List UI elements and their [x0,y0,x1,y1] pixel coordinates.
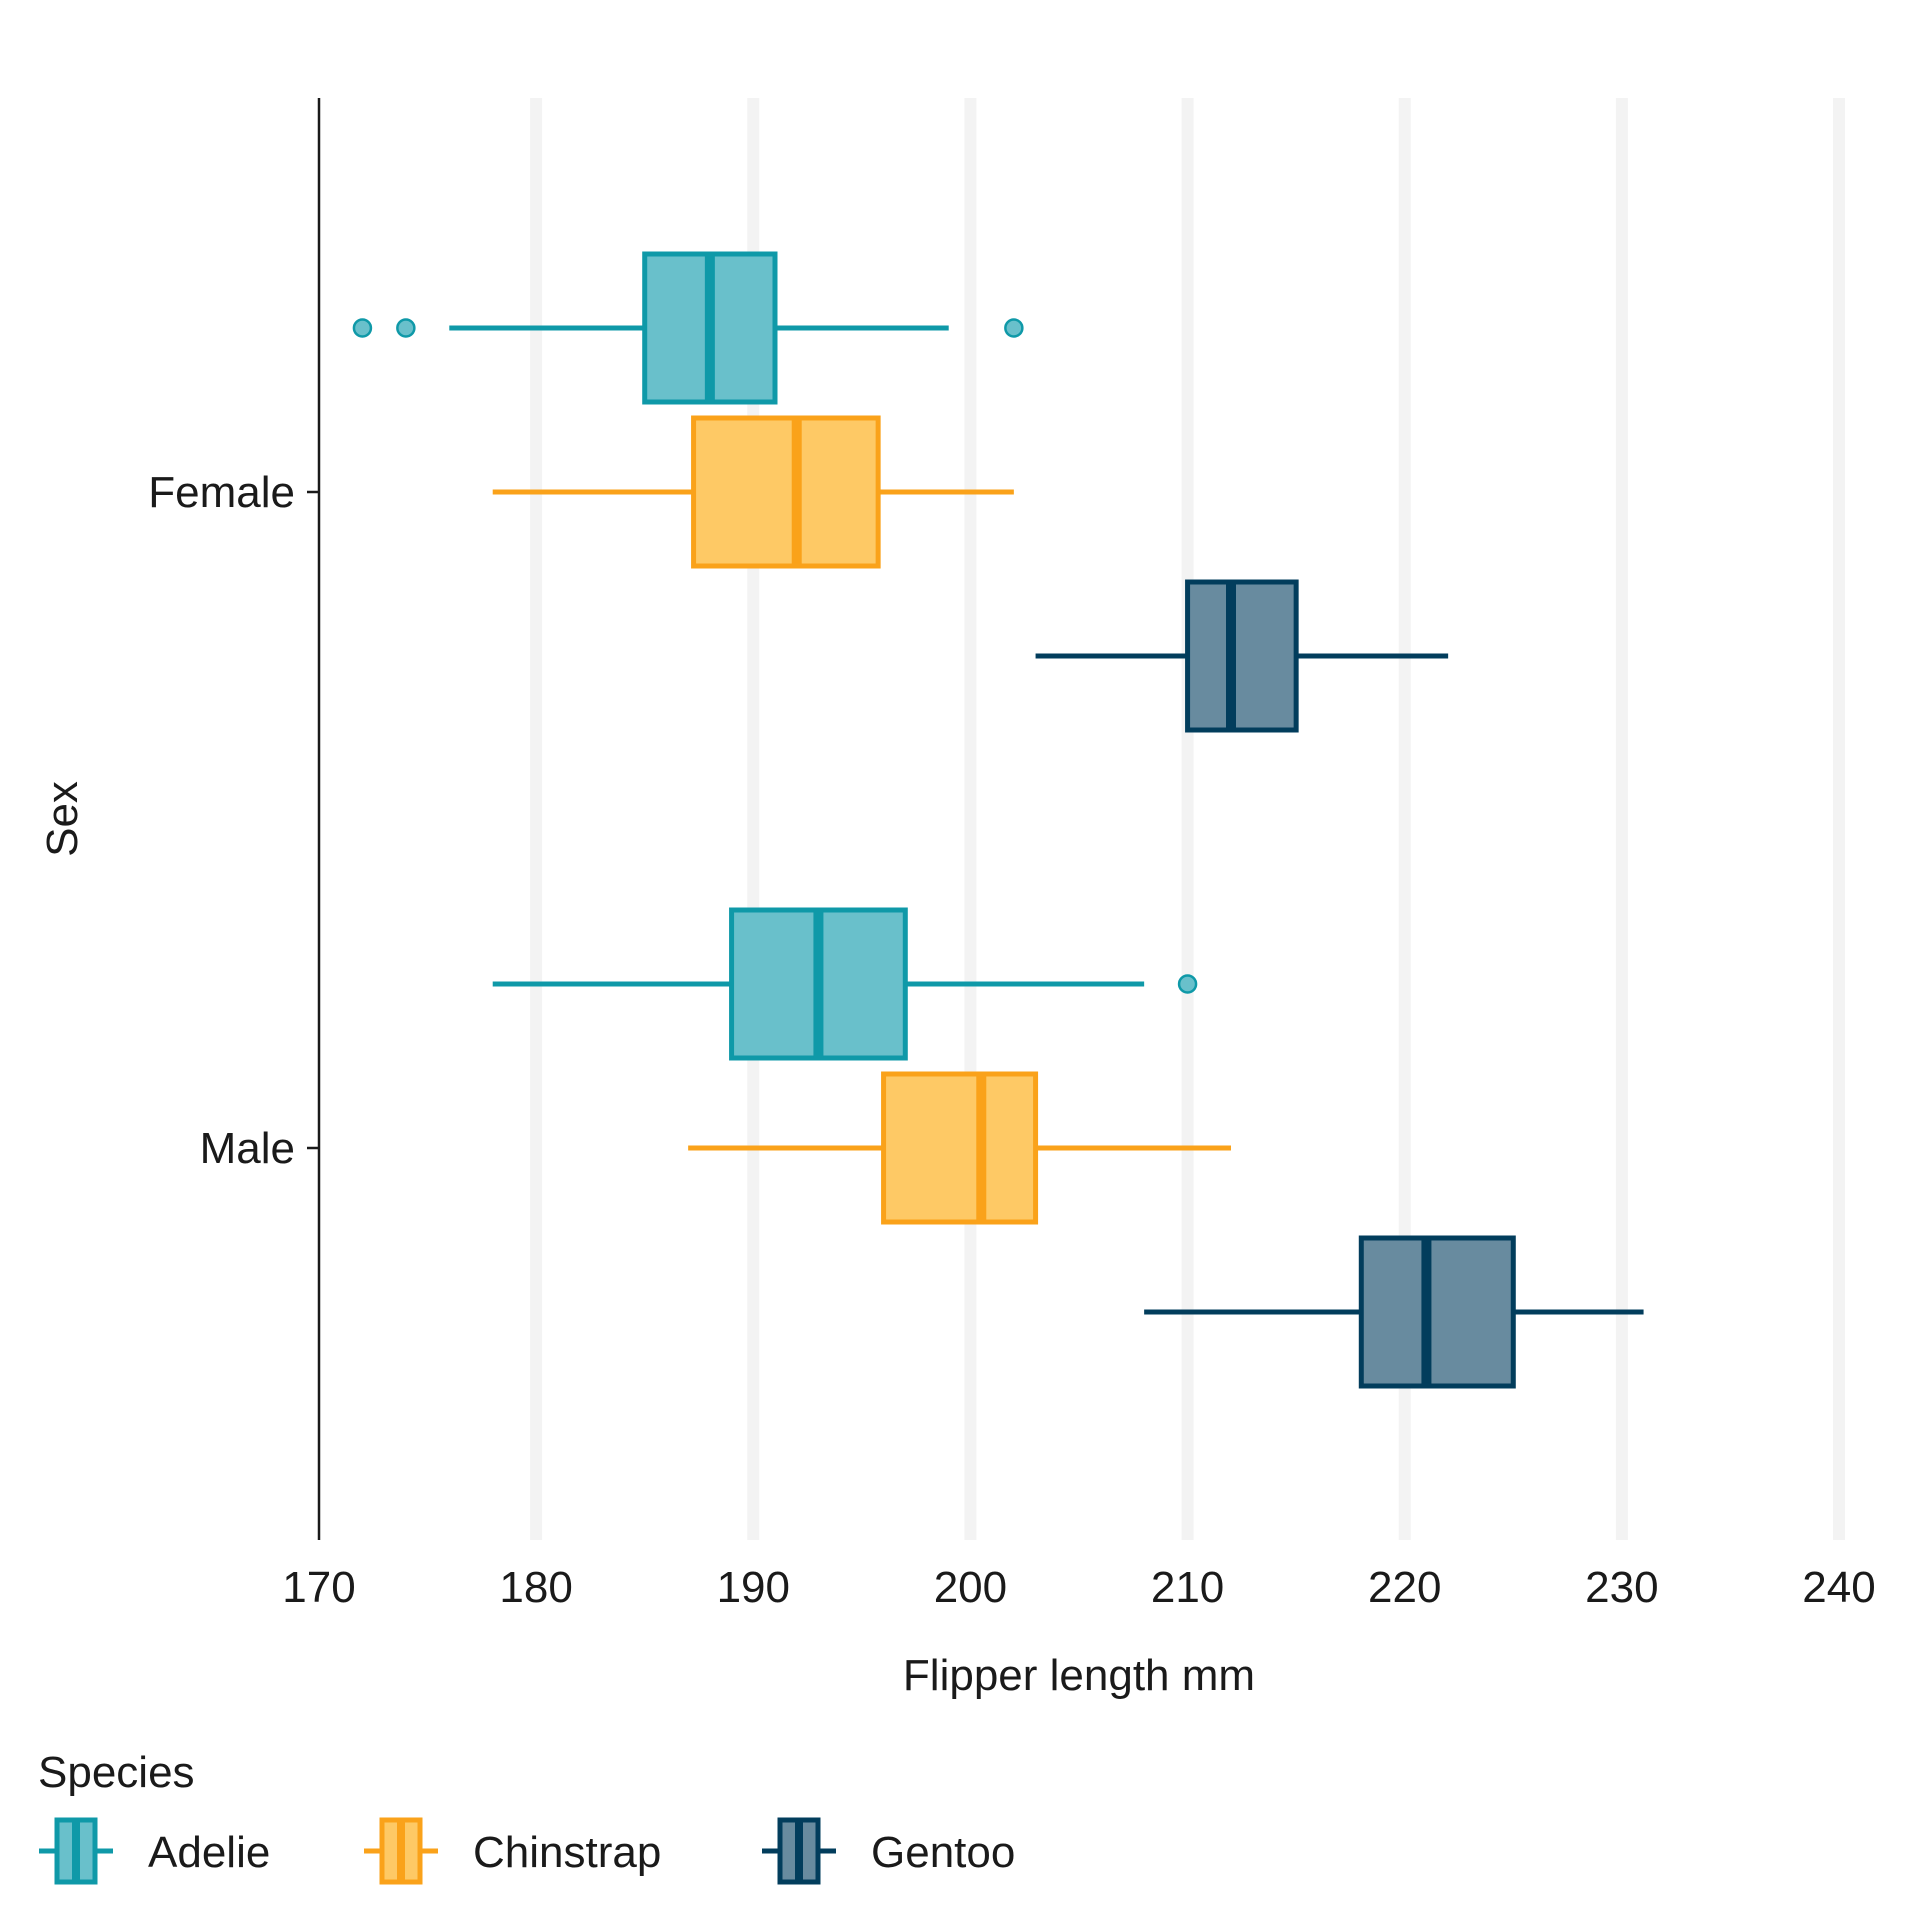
legend-label: Adelie [148,1828,270,1877]
outlier-point [1004,318,1024,338]
box-gentoo-female [1035,579,1449,733]
box-iqr [1358,1235,1516,1389]
y-tick-label: Female [148,468,295,517]
legend-key [39,1817,113,1885]
y-axis-title: Sex [38,781,87,857]
box-iqr [1185,579,1299,733]
legend-key [762,1817,836,1885]
y-tick-layer: Female Male [148,468,319,1173]
legend-label: Gentoo [871,1828,1015,1877]
legend-title: Species [38,1748,195,1797]
x-tick-label: 220 [1368,1563,1441,1612]
box-gentoo-male [1144,1235,1644,1389]
outlier-point [352,318,373,338]
legend-item-gentoo: Gentoo [762,1817,1015,1885]
box-iqr [881,1071,1039,1225]
outlier-point [1177,974,1198,994]
box-chinstrap-female [492,415,1014,569]
x-tick-label: 210 [1151,1563,1224,1612]
x-tick-label: 170 [282,1563,355,1612]
x-tick-label: 240 [1802,1563,1875,1612]
box-chinstrap-male [688,1071,1231,1225]
legend-item-chinstrap: Chinstrap [364,1817,661,1885]
legend-label: Chinstrap [473,1828,661,1877]
box-adelie-male [492,907,1198,1061]
box-layer [352,251,1644,1389]
box-adelie-female [352,251,1024,405]
legend: Species Adelie Chinstrap Gentoo [38,1748,1015,1885]
x-tick-label: 180 [499,1563,572,1612]
y-tick-label: Male [200,1124,295,1173]
box-iqr [691,415,881,569]
legend-key [364,1817,438,1885]
x-tick-label: 190 [717,1563,790,1612]
outlier-point [396,318,416,338]
x-tick-label: 230 [1585,1563,1658,1612]
legend-item-adelie: Adelie [39,1817,270,1885]
x-tick-label: 200 [934,1563,1007,1612]
x-tick-layer: 170 180 190 200 210 220 230 240 [282,1563,1875,1612]
x-axis-title: Flipper length mm [903,1651,1255,1700]
legend-items: Adelie Chinstrap Gentoo [39,1817,1015,1885]
